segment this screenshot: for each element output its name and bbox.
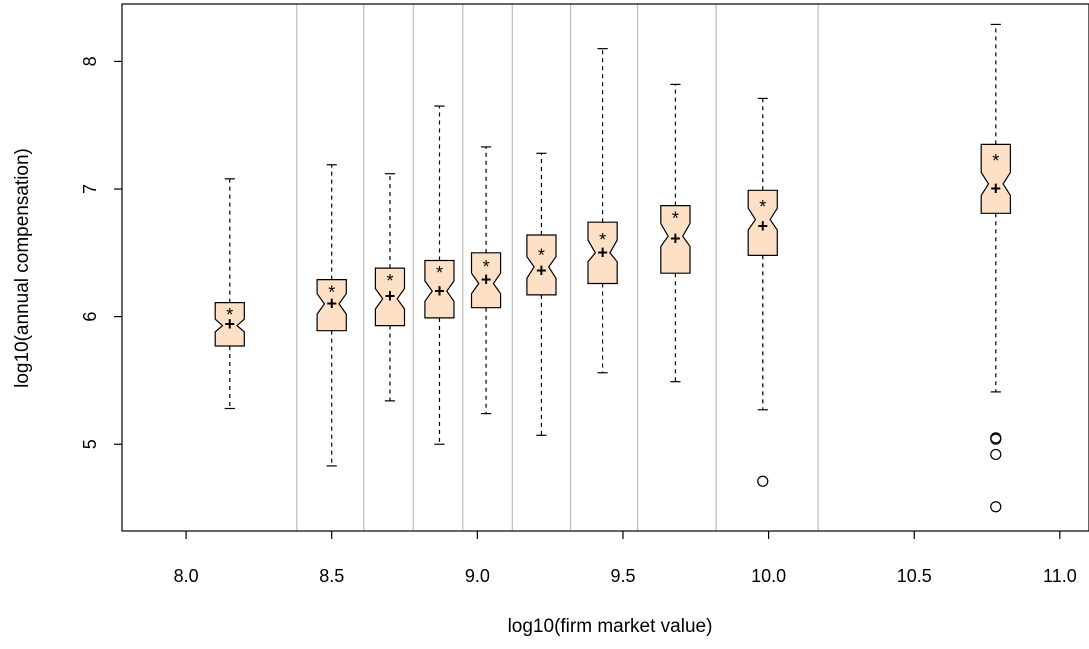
outlier-point-3 bbox=[990, 448, 1002, 461]
notched-box bbox=[316, 279, 347, 332]
notched-box bbox=[374, 267, 406, 327]
boxes-layer: +*+* +*+* +* +* +* +* +*+* bbox=[214, 23, 1012, 513]
y-tick-label-4: 8 bbox=[80, 56, 100, 66]
notched-box bbox=[587, 221, 618, 285]
mean-marker: + bbox=[481, 269, 492, 289]
x-tick-label-7: 11.0 bbox=[1043, 566, 1077, 586]
notched-box bbox=[214, 302, 245, 347]
plot-frame bbox=[121, 3, 1089, 532]
median-marker: * bbox=[436, 263, 443, 283]
x-tick-label-2: 8.5 bbox=[319, 566, 344, 586]
notched-box bbox=[424, 259, 455, 319]
x-tick-label-4: 9.5 bbox=[610, 566, 635, 586]
x-axis-label: log10(firm market value) bbox=[508, 616, 713, 637]
median-marker: * bbox=[538, 245, 545, 265]
x-tick-label-1: 8.0 bbox=[174, 566, 199, 586]
median-marker: * bbox=[328, 282, 335, 302]
y-axis-label: log10(annual compensation) bbox=[12, 148, 33, 388]
notched-box bbox=[747, 189, 778, 256]
y-tick-label-3: 7 bbox=[80, 184, 100, 194]
box-6: +* bbox=[526, 152, 557, 436]
outlier-point-2 bbox=[990, 433, 1002, 445]
box-7: +* bbox=[587, 48, 618, 374]
median-marker: * bbox=[386, 271, 393, 291]
y-axis: 5 6 7 8 bbox=[80, 56, 122, 449]
median-marker: * bbox=[226, 305, 233, 325]
mean-marker: + bbox=[434, 281, 445, 301]
mean-marker: + bbox=[536, 260, 547, 280]
box-1: +* bbox=[214, 178, 245, 410]
x-tick-label-6: 10.5 bbox=[897, 566, 932, 586]
median-marker: * bbox=[599, 230, 606, 250]
median-marker: * bbox=[483, 257, 490, 277]
outlier-point-1 bbox=[757, 475, 769, 487]
mean-marker: + bbox=[758, 216, 769, 236]
median-marker: * bbox=[759, 197, 766, 217]
x-axis: 8.0 8.5 9.0 9.5 10.0 10.5 11.0 bbox=[174, 531, 1077, 586]
group-dividers bbox=[296, 4, 819, 531]
box-5: +* bbox=[470, 146, 502, 415]
outlier-point-4 bbox=[990, 501, 1002, 513]
box-10: +* bbox=[980, 23, 1012, 513]
mean-marker: + bbox=[326, 294, 337, 314]
x-tick-label-5: 10.0 bbox=[751, 566, 786, 586]
median-marker: * bbox=[672, 208, 679, 228]
mean-marker: + bbox=[225, 314, 236, 334]
mean-marker: + bbox=[385, 286, 396, 306]
box-2: +* bbox=[316, 164, 347, 467]
notched-box bbox=[660, 205, 691, 274]
x-tick-label-3: 9.0 bbox=[465, 566, 490, 586]
y-tick-label-2: 6 bbox=[80, 312, 100, 322]
mean-marker: + bbox=[597, 243, 608, 263]
notched-box bbox=[526, 234, 557, 296]
y-tick-label-1: 5 bbox=[80, 439, 100, 449]
box-3: +* bbox=[374, 173, 406, 402]
box-4: +* bbox=[424, 105, 455, 445]
box-8: +* bbox=[660, 83, 691, 383]
mean-marker: + bbox=[670, 229, 681, 249]
notched-box bbox=[470, 252, 502, 309]
notched-box bbox=[980, 143, 1012, 214]
mean-marker: + bbox=[991, 179, 1002, 199]
box-9: +* bbox=[747, 97, 778, 487]
median-marker: * bbox=[992, 151, 999, 171]
